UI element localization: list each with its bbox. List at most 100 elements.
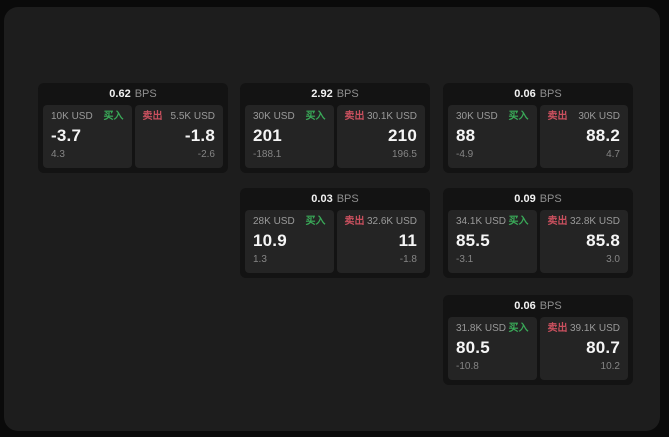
- sell-side-label: 卖出: [547, 111, 568, 122]
- bps-header: 0.09 BPS: [448, 188, 628, 210]
- sell-panel[interactable]: 卖出 32.6K USD 11 -1.8: [336, 210, 425, 273]
- buy-sub-value: -10.8: [456, 361, 479, 372]
- bps-unit-label: BPS: [134, 88, 157, 100]
- buy-size: 28K USD: [253, 216, 295, 227]
- buy-price: 10.9: [253, 231, 287, 250]
- sell-price: 11: [398, 231, 417, 250]
- bps-unit-label: BPS: [539, 300, 562, 312]
- buy-panel[interactable]: 30K USD 买入 201 -188.1: [245, 105, 334, 168]
- sell-panel[interactable]: 卖出 32.8K USD 85.8 3.0: [539, 210, 628, 273]
- bps-unit-label: BPS: [539, 193, 562, 205]
- quote-panels: 30K USD 买入 201 -188.1 卖出 30.1K USD 210 1…: [245, 105, 425, 168]
- quote-card: 0.06 BPS 30K USD 买入 88 -4.9 卖出 30K USD 8…: [443, 83, 633, 173]
- sell-panel-header: 卖出 39.1K USD: [548, 323, 621, 335]
- buy-price: 85.5: [456, 231, 490, 250]
- buy-side-label: 买入: [508, 216, 529, 227]
- quote-card: 2.92 BPS 30K USD 买入 201 -188.1 卖出 30.1K …: [240, 83, 430, 173]
- sell-price: 88.2: [586, 126, 620, 145]
- buy-side-label: 买入: [305, 216, 326, 227]
- buy-panel[interactable]: 31.8K USD 买入 80.5 -10.8: [448, 317, 537, 380]
- quote-panels: 31.8K USD 买入 80.5 -10.8 卖出 39.1K USD 80.…: [448, 317, 628, 380]
- sell-panel-header: 卖出 32.6K USD: [345, 216, 418, 228]
- sell-sub-value: 10.2: [600, 361, 620, 372]
- bps-header: 0.03 BPS: [245, 188, 425, 210]
- buy-panel-header: 34.1K USD 买入: [456, 216, 529, 228]
- sell-side-label: 卖出: [344, 216, 365, 227]
- buy-sub-value: -3.1: [456, 254, 474, 265]
- sell-sub-value: -1.8: [399, 254, 417, 265]
- buy-size: 30K USD: [253, 111, 295, 122]
- sell-price: 210: [388, 126, 417, 145]
- buy-panel-header: 31.8K USD 买入: [456, 323, 529, 335]
- buy-size: 10K USD: [51, 111, 93, 122]
- buy-sub-value: 4.3: [51, 149, 65, 160]
- sell-sub-value: 3.0: [606, 254, 620, 265]
- buy-size: 30K USD: [456, 111, 498, 122]
- bps-value: 0.09: [514, 193, 536, 205]
- bps-header: 0.06 BPS: [448, 83, 628, 105]
- bps-header: 0.62 BPS: [43, 83, 223, 105]
- sell-panel[interactable]: 卖出 39.1K USD 80.7 10.2: [539, 317, 628, 380]
- sell-sub-value: 196.5: [391, 149, 417, 160]
- quote-card: 0.09 BPS 34.1K USD 买入 85.5 -3.1 卖出 32.8K…: [443, 188, 633, 278]
- quote-panels: 34.1K USD 买入 85.5 -3.1 卖出 32.8K USD 85.8…: [448, 210, 628, 273]
- buy-size: 34.1K USD: [456, 216, 507, 227]
- bps-value: 0.06: [514, 88, 536, 100]
- bps-value: 0.62: [109, 88, 131, 100]
- sell-size: 39.1K USD: [569, 323, 620, 334]
- buy-panel[interactable]: 28K USD 买入 10.9 1.3: [245, 210, 334, 273]
- quote-card: 0.06 BPS 31.8K USD 买入 80.5 -10.8 卖出 39.1…: [443, 295, 633, 385]
- buy-price: 201: [253, 126, 282, 145]
- sell-price: 80.7: [586, 338, 620, 357]
- buy-panel-header: 28K USD 买入: [253, 216, 326, 228]
- sell-side-label: 卖出: [142, 111, 163, 122]
- bps-header: 2.92 BPS: [245, 83, 425, 105]
- buy-side-label: 买入: [508, 111, 529, 122]
- buy-sub-value: -188.1: [253, 149, 282, 160]
- sell-size: 32.6K USD: [366, 216, 417, 227]
- quote-card: 0.62 BPS 10K USD 买入 -3.7 4.3 卖出 5.5K USD…: [38, 83, 228, 173]
- buy-price: 88: [456, 126, 476, 145]
- bps-unit-label: BPS: [336, 193, 359, 205]
- buy-panel[interactable]: 30K USD 买入 88 -4.9: [448, 105, 537, 168]
- bps-value: 0.06: [514, 300, 536, 312]
- buy-sub-value: -4.9: [456, 149, 474, 160]
- buy-sub-value: 1.3: [253, 254, 267, 265]
- sell-side-label: 卖出: [547, 323, 568, 334]
- buy-side-label: 买入: [508, 323, 529, 334]
- buy-panel[interactable]: 10K USD 买入 -3.7 4.3: [43, 105, 132, 168]
- sell-side-label: 卖出: [344, 111, 365, 122]
- sell-panel-header: 卖出 32.8K USD: [548, 216, 621, 228]
- quote-board-window: 0.62 BPS 10K USD 买入 -3.7 4.3 卖出 5.5K USD…: [4, 7, 660, 431]
- sell-size: 30.1K USD: [366, 111, 417, 122]
- sell-panel[interactable]: 卖出 30K USD 88.2 4.7: [539, 105, 628, 168]
- buy-panel-header: 10K USD 买入: [51, 111, 124, 123]
- quote-panels: 30K USD 买入 88 -4.9 卖出 30K USD 88.2 4.7: [448, 105, 628, 168]
- buy-size: 31.8K USD: [456, 323, 507, 334]
- sell-panel-header: 卖出 5.5K USD: [143, 111, 216, 123]
- sell-sub-value: -2.6: [197, 149, 215, 160]
- bps-header: 0.06 BPS: [448, 295, 628, 317]
- buy-side-label: 买入: [305, 111, 326, 122]
- buy-panel[interactable]: 34.1K USD 买入 85.5 -3.1: [448, 210, 537, 273]
- buy-price: 80.5: [456, 338, 490, 357]
- bps-unit-label: BPS: [336, 88, 359, 100]
- sell-size: 5.5K USD: [170, 111, 215, 122]
- quote-panels: 10K USD 买入 -3.7 4.3 卖出 5.5K USD -1.8 -2.…: [43, 105, 223, 168]
- buy-price: -3.7: [51, 126, 82, 145]
- sell-panel[interactable]: 卖出 30.1K USD 210 196.5: [336, 105, 425, 168]
- buy-panel-header: 30K USD 买入: [456, 111, 529, 123]
- quote-card: 0.03 BPS 28K USD 买入 10.9 1.3 卖出 32.6K US…: [240, 188, 430, 278]
- bps-unit-label: BPS: [539, 88, 562, 100]
- quote-panels: 28K USD 买入 10.9 1.3 卖出 32.6K USD 11 -1.8: [245, 210, 425, 273]
- sell-panel-header: 卖出 30K USD: [548, 111, 621, 123]
- sell-price: 85.8: [586, 231, 620, 250]
- sell-side-label: 卖出: [547, 216, 568, 227]
- sell-size: 30K USD: [578, 111, 620, 122]
- sell-panel[interactable]: 卖出 5.5K USD -1.8 -2.6: [134, 105, 223, 168]
- sell-size: 32.8K USD: [569, 216, 620, 227]
- sell-sub-value: 4.7: [606, 149, 620, 160]
- sell-price: -1.8: [184, 126, 215, 145]
- bps-value: 2.92: [311, 88, 333, 100]
- buy-panel-header: 30K USD 买入: [253, 111, 326, 123]
